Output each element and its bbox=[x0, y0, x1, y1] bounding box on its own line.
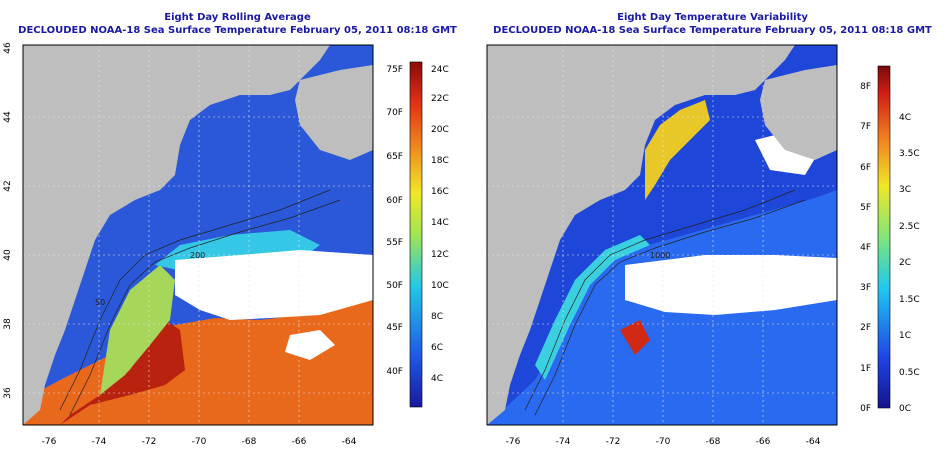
colorbar-f-label: 5F bbox=[860, 203, 871, 213]
y-tick-label: 38 bbox=[3, 318, 13, 330]
land-mass bbox=[487, 45, 795, 425]
colorbar-c-label: 3.5C bbox=[899, 149, 920, 159]
cloud-band bbox=[625, 255, 837, 315]
right-colorbar-c-labels: 4C 3.5C 3C 2.5C 2C 1.5C 1C 0.5C 0C bbox=[899, 113, 920, 414]
colorbar-c-label: 12C bbox=[431, 250, 449, 260]
colorbar-f-label: 0F bbox=[860, 404, 871, 414]
left-colorbar-f-labels: 75F 70F 65F 60F 55F 50F 45F 40F bbox=[386, 65, 403, 377]
colorbar-c-label: 4C bbox=[899, 113, 911, 123]
high-variability-patch bbox=[645, 100, 710, 200]
land-mass bbox=[23, 45, 330, 425]
colorbar-f-label: 4F bbox=[860, 243, 871, 253]
colorbar-f-label: 65F bbox=[386, 152, 403, 162]
colorbar-f-label: 50F bbox=[386, 281, 403, 291]
right-map-frame bbox=[486, 44, 838, 426]
cloud-patch bbox=[285, 330, 335, 360]
x-tick-label: -64 bbox=[342, 437, 357, 447]
right-title-line1: Eight Day Temperature Variability bbox=[617, 12, 808, 23]
colorbar-c-label: 20C bbox=[431, 125, 449, 135]
x-tick-label: -74 bbox=[556, 437, 571, 447]
colorbar-c-label: 10C bbox=[431, 281, 449, 291]
left-title-line2: DECLOUDED NOAA-18 Sea Surface Temperatur… bbox=[18, 25, 457, 36]
colorbar-f-label: 60F bbox=[386, 196, 403, 206]
colorbar-f-label: 40F bbox=[386, 367, 403, 377]
x-tick-label: -68 bbox=[706, 437, 721, 447]
left-x-axis: -76 -74 -72 -70 -68 -66 -64 bbox=[42, 437, 357, 447]
right-x-axis: -76 -74 -72 -70 -68 -66 -64 bbox=[506, 437, 821, 447]
ocean-mid bbox=[100, 265, 175, 395]
colorbar-c-label: 14C bbox=[431, 218, 449, 228]
contour-line-2 bbox=[69, 199, 341, 416]
contour-line-2 bbox=[534, 199, 806, 416]
left-map-frame bbox=[22, 44, 374, 426]
colorbar-f-label: 1F bbox=[860, 364, 871, 374]
x-tick-label: -76 bbox=[506, 437, 521, 447]
x-tick-label: -64 bbox=[806, 437, 821, 447]
right-map-area bbox=[487, 45, 837, 425]
x-tick-label: -76 bbox=[42, 437, 57, 447]
right-map-svg: 1000 -76 -74 -72 -70 -68 -66 -64 8F 7F 6… bbox=[486, 44, 920, 447]
colorbar-f-label: 2F bbox=[860, 323, 871, 333]
ocean-hot bbox=[60, 320, 185, 425]
colorbar-f-label: 75F bbox=[386, 65, 403, 75]
x-tick-label: -68 bbox=[242, 437, 257, 447]
colorbar-f-label: 6F bbox=[860, 163, 871, 173]
contour-label: 200 bbox=[190, 251, 205, 260]
colorbar-c-label: 0C bbox=[899, 404, 911, 414]
panel-temperature-variability: Eight Day Temperature Variability DECLOU… bbox=[475, 0, 950, 475]
x-tick-label: -72 bbox=[142, 437, 157, 447]
left-title-line1: Eight Day Rolling Average bbox=[164, 12, 311, 23]
colorbar-f-label: 3F bbox=[860, 283, 871, 293]
colorbar-c-label: 8C bbox=[431, 312, 443, 322]
colorbar-c-label: 3C bbox=[899, 185, 911, 195]
x-tick-label: -66 bbox=[292, 437, 307, 447]
y-tick-label: 42 bbox=[3, 180, 13, 191]
contour-line-1 bbox=[524, 189, 796, 411]
colorbar-f-label: 55F bbox=[386, 238, 403, 248]
y-tick-label: 36 bbox=[3, 387, 13, 399]
colorbar-c-label: 1C bbox=[899, 331, 911, 341]
right-colorbar-f-labels: 8F 7F 6F 5F 4F 3F 2F 1F 0F bbox=[860, 82, 871, 414]
colorbar-c-label: 0.5C bbox=[899, 368, 920, 378]
x-tick-label: -66 bbox=[756, 437, 771, 447]
colorbar-c-label: 2.5C bbox=[899, 222, 920, 232]
contour-label: 50 bbox=[95, 298, 105, 307]
x-tick-label: -74 bbox=[92, 437, 107, 447]
y-tick-label: 40 bbox=[3, 249, 13, 261]
colorbar-f-label: 70F bbox=[386, 108, 403, 118]
land-nova-scotia bbox=[295, 65, 373, 160]
colorbar-f-label: 45F bbox=[386, 323, 403, 333]
colorbar-f-label: 7F bbox=[860, 122, 871, 132]
colorbar-f-label: 8F bbox=[860, 82, 871, 92]
x-tick-label: -72 bbox=[606, 437, 621, 447]
y-tick-label: 44 bbox=[3, 111, 13, 123]
right-title-line2: DECLOUDED NOAA-18 Sea Surface Temperatur… bbox=[493, 25, 932, 36]
colorbar-c-label: 18C bbox=[431, 156, 449, 166]
left-y-axis: 46 44 42 40 38 36 bbox=[3, 42, 13, 399]
left-map-area bbox=[23, 45, 373, 425]
colorbar-c-label: 6C bbox=[431, 343, 443, 353]
land-nova-scotia bbox=[760, 65, 837, 160]
left-grid bbox=[23, 45, 373, 425]
colorbar-c-label: 1.5C bbox=[899, 295, 920, 305]
cloud-band bbox=[175, 250, 373, 320]
colorbar-c-label: 16C bbox=[431, 187, 449, 197]
x-tick-label: -70 bbox=[192, 437, 207, 447]
left-map-svg: 200 50 46 44 42 40 38 36 -76 -74 -72 -70… bbox=[3, 42, 449, 447]
y-tick-label: 46 bbox=[3, 42, 13, 54]
left-colorbar-c-labels: 24C 22C 20C 18C 16C 14C 12C 10C 8C 6C 4C bbox=[431, 65, 449, 384]
right-grid bbox=[487, 45, 837, 425]
colorbar-c-label: 2C bbox=[899, 258, 911, 268]
contour-label: 1000 bbox=[650, 251, 670, 260]
panel-rolling-average: Eight Day Rolling Average DECLOUDED NOAA… bbox=[3, 12, 457, 447]
left-colorbar bbox=[409, 61, 423, 408]
red-patch bbox=[620, 320, 650, 355]
x-tick-label: -70 bbox=[656, 437, 671, 447]
right-colorbar bbox=[877, 65, 891, 409]
colorbar-c-label: 22C bbox=[431, 94, 449, 104]
colorbar-c-label: 24C bbox=[431, 65, 449, 75]
colorbar-c-label: 4C bbox=[431, 374, 443, 384]
